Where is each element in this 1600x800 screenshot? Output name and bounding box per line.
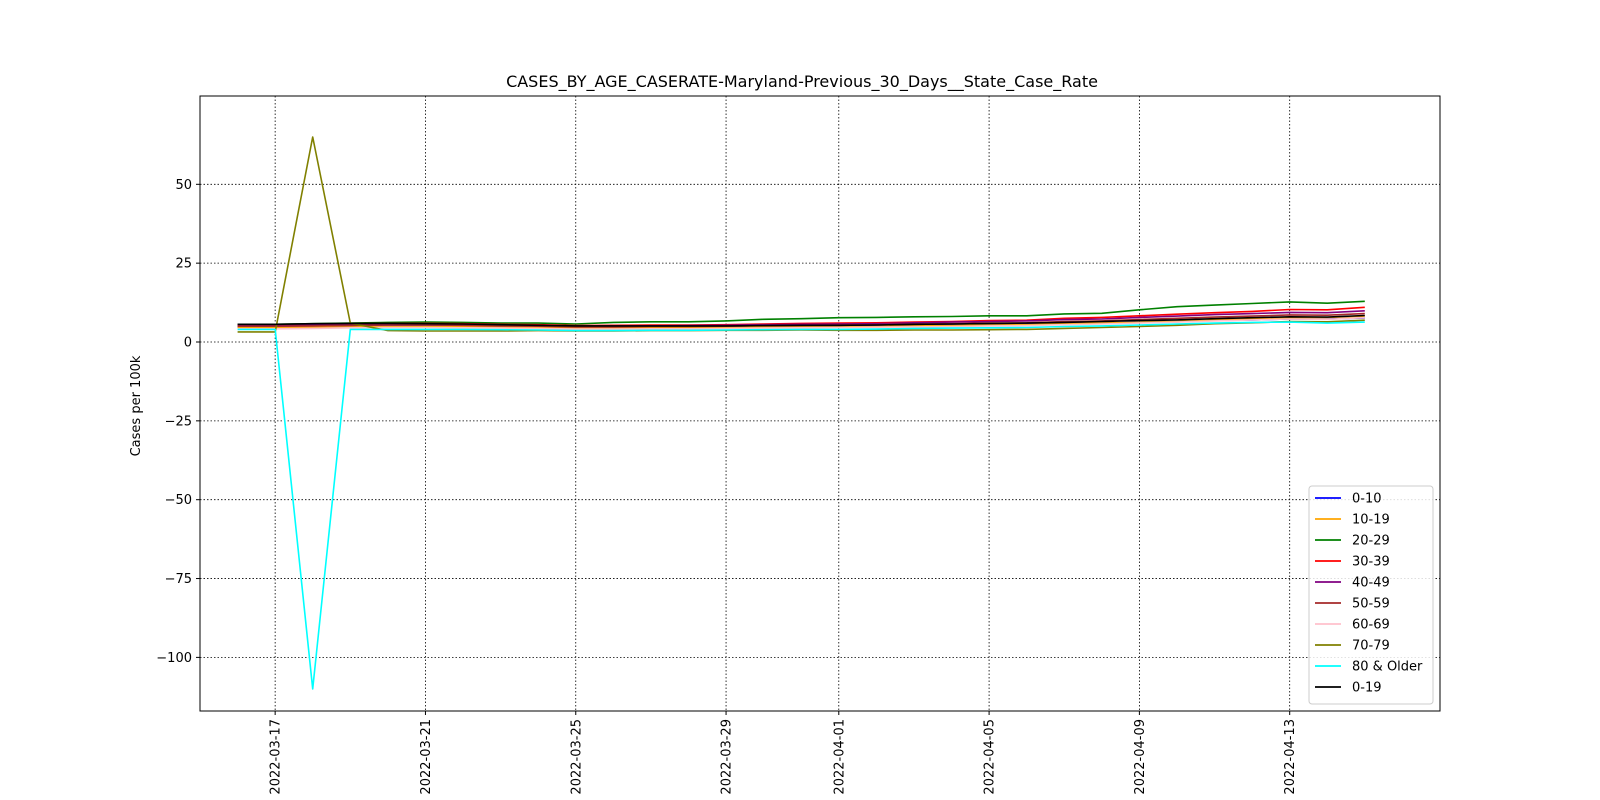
y-axis-label: Cases per 100k <box>129 355 144 456</box>
x-tick-label: 2022-04-09 <box>1133 719 1148 795</box>
legend-item: 10-19 <box>1315 513 1390 528</box>
legend-label: 60-69 <box>1352 618 1390 633</box>
legend: 0-10 10-19 20-29 30-39 40-49 50-59 60-69 70-79 8… <box>1308 485 1434 705</box>
legend-item: 80 & Older <box>1315 660 1423 675</box>
legend-item: 50-59 <box>1315 597 1390 612</box>
x-tick-label: 2022-04-05 <box>983 719 998 795</box>
legend-item: 0-19 <box>1315 681 1382 696</box>
series-line-20-29 <box>237 300 1365 326</box>
legend-label: 80 & Older <box>1352 660 1423 675</box>
x-tick-label: 2022-03-17 <box>269 719 284 795</box>
series-layer <box>237 136 1365 690</box>
legend-label: 40-49 <box>1352 576 1390 591</box>
legend-label: 70-79 <box>1352 639 1390 654</box>
series-line-0-19 <box>237 314 1365 327</box>
y-tick-label: −75 <box>165 572 192 587</box>
chart-title: CASES_BY_AGE_CASERATE-Maryland-Previous_… <box>506 72 1098 92</box>
legend-item: 30-39 <box>1315 555 1390 570</box>
x-tick-label: 2022-03-29 <box>720 719 735 795</box>
y-tick-label: −50 <box>165 493 192 508</box>
x-tick-label: 2022-03-21 <box>419 719 434 795</box>
legend-label: 0-10 <box>1352 492 1382 507</box>
y-tick-label: 50 <box>175 178 192 193</box>
x-tick-label: 2022-03-25 <box>569 719 584 795</box>
legend-label: 20-29 <box>1352 534 1390 549</box>
legend-label: 10-19 <box>1352 513 1390 528</box>
legend-label: 50-59 <box>1352 597 1390 612</box>
y-tick-label: 0 <box>184 336 192 351</box>
legend-item: 70-79 <box>1315 639 1390 654</box>
series-line-60-69 <box>237 316 1365 330</box>
legend-label: 0-19 <box>1352 681 1382 696</box>
x-tick-label: 2022-04-01 <box>832 719 847 795</box>
legend-item: 40-49 <box>1315 576 1390 591</box>
legend-label: 30-39 <box>1352 555 1390 570</box>
legend-item: 0-10 <box>1315 492 1382 507</box>
y-tick-label: 25 <box>175 257 192 272</box>
legend-item: 60-69 <box>1315 618 1390 633</box>
y-tick-label: −25 <box>165 414 192 429</box>
grid <box>200 96 1440 711</box>
series-line-70-79 <box>237 136 1365 333</box>
legend-item: 20-29 <box>1315 534 1390 549</box>
series-line-80-older <box>237 321 1365 690</box>
y-tick-label: −100 <box>156 651 192 666</box>
x-tick-label: 2022-04-13 <box>1283 719 1298 795</box>
y-ticks: −100 −75 −50 −25 0 25 50 <box>156 178 200 666</box>
x-ticks: 2022-03-17 2022-03-21 2022-03-25 2022-03-29… <box>269 711 1298 795</box>
plot-frame <box>199 95 1441 712</box>
